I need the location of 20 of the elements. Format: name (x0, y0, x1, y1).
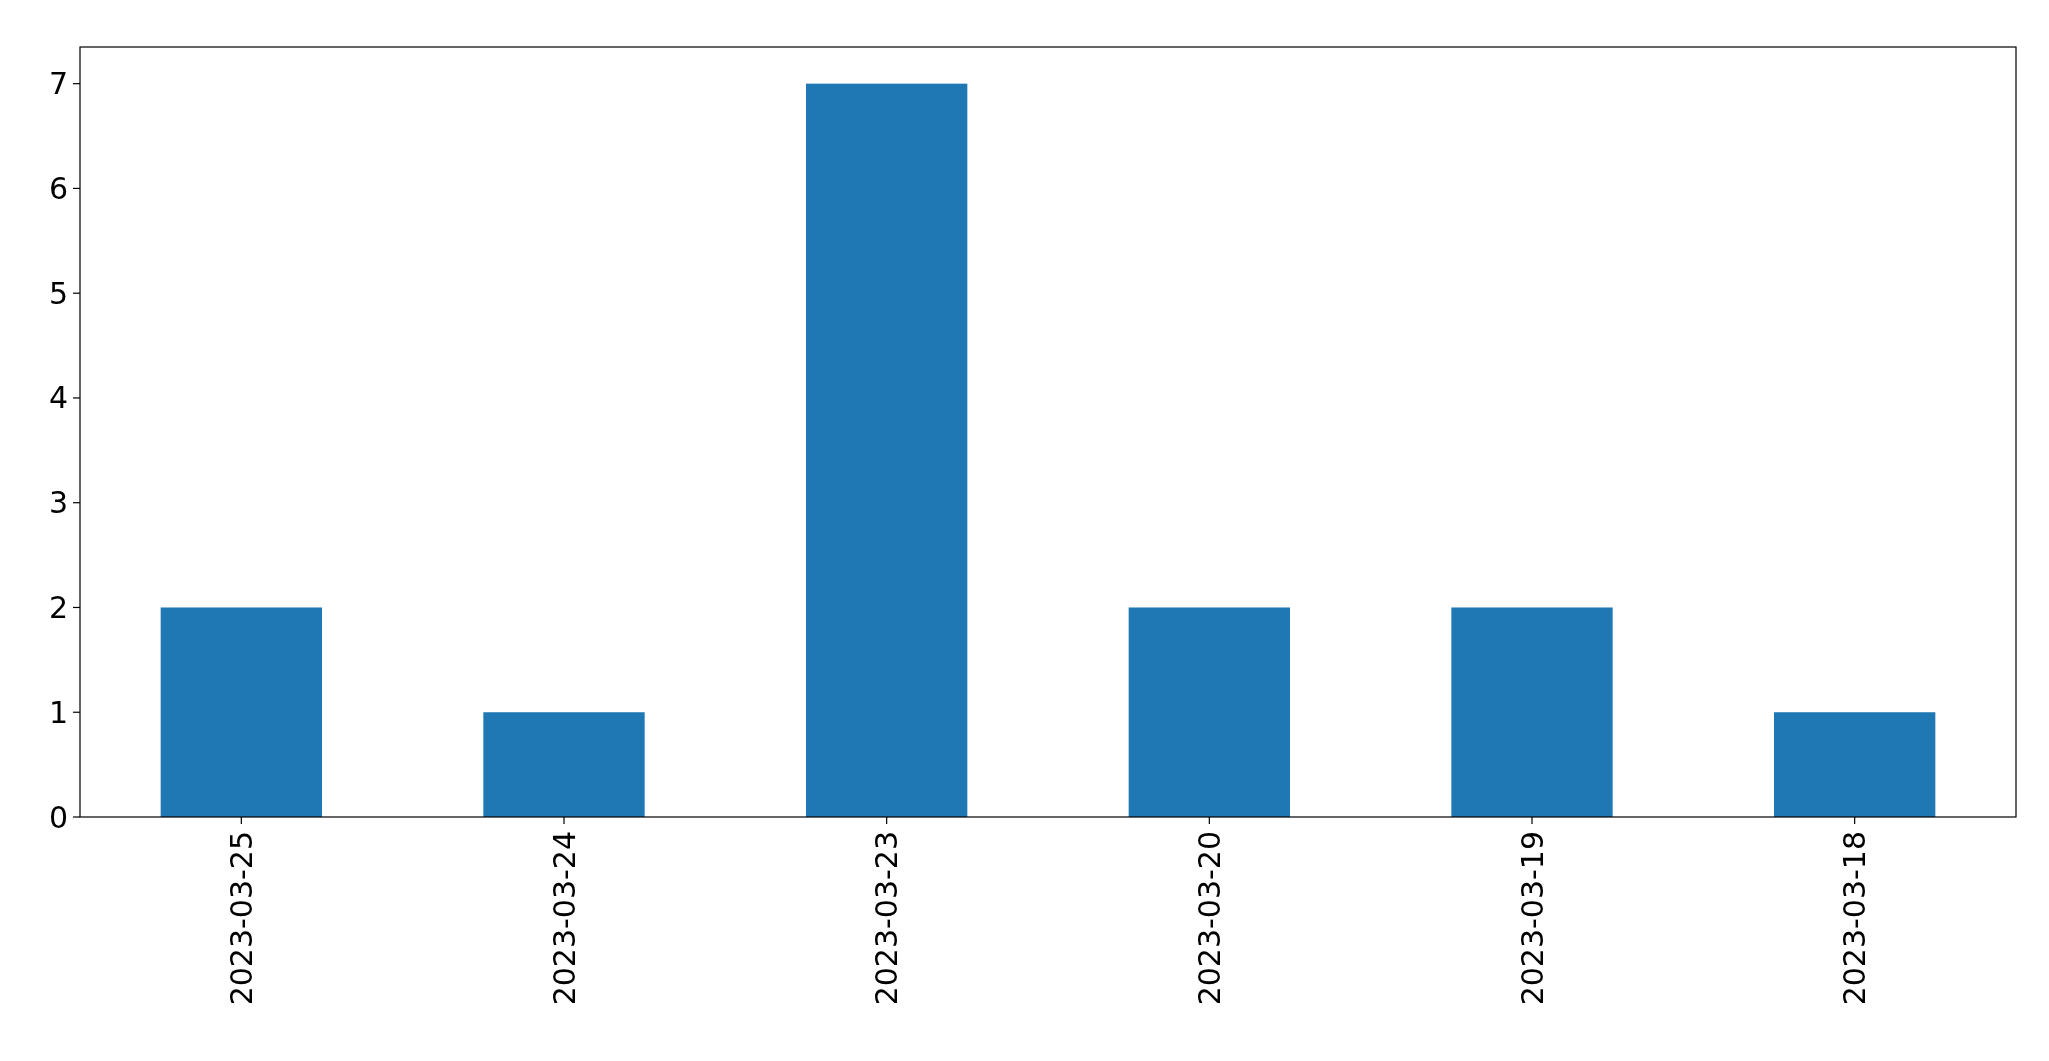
bar (483, 712, 645, 817)
bar (1774, 712, 1936, 817)
bar (1128, 607, 1290, 817)
y-tick-label: 3 (48, 485, 68, 521)
bar (806, 83, 968, 817)
x-tick-label: 2023-03-25 (223, 831, 259, 1006)
y-tick-label: 0 (48, 799, 68, 835)
bar (1451, 607, 1613, 817)
x-tick-label: 2023-03-19 (1514, 831, 1550, 1006)
y-tick-label: 5 (48, 275, 68, 311)
y-tick-label: 1 (48, 694, 68, 730)
x-tick-label: 2023-03-20 (1191, 831, 1227, 1006)
y-tick-label: 4 (48, 380, 68, 416)
y-tick-label: 6 (48, 170, 68, 206)
y-tick-label: 2 (48, 589, 68, 625)
x-tick-label: 2023-03-24 (546, 831, 582, 1006)
x-tick-label: 2023-03-23 (869, 831, 905, 1006)
y-tick-label: 7 (48, 66, 68, 102)
x-tick-label: 2023-03-18 (1837, 831, 1873, 1006)
bar (160, 607, 322, 817)
